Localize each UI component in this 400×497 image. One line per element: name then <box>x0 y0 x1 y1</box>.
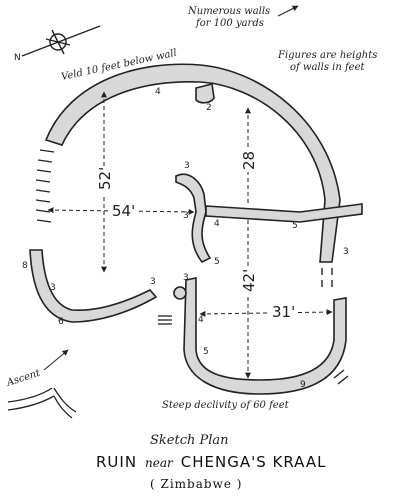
note-figures-1: Figures are heights <box>277 50 377 61</box>
dim-42-label: 42' <box>240 269 258 292</box>
height-low-9: 9 <box>300 380 306 390</box>
note-numerous-walls: Numerous walls <box>187 6 270 17</box>
height-mid-5: 5 <box>292 221 298 231</box>
bottom-right-dashes <box>333 369 349 385</box>
enclosure-stub <box>158 315 172 325</box>
dim-54-label: 54' <box>112 202 135 220</box>
enclosure-pillar <box>173 286 187 300</box>
height-left-3: 3 <box>50 283 56 293</box>
ascent-arrow <box>43 349 69 371</box>
title-main: RUIN near CHENGA'S KRAAL <box>96 453 326 471</box>
lower-enclosure <box>183 277 347 395</box>
height-inner-4: 4 <box>214 219 220 229</box>
height-left-8: 8 <box>22 261 28 271</box>
note-ascent: Ascent <box>5 367 43 389</box>
height-low-5: 5 <box>203 347 209 357</box>
compass-north-label: N <box>14 53 21 63</box>
broken-wall-section <box>35 149 55 223</box>
title-kraal: CHENGA'S KRAAL <box>181 453 327 471</box>
left-lower-wall <box>29 249 158 323</box>
outer-wall <box>44 63 341 263</box>
dim-28-label: 28 <box>240 151 258 170</box>
note-figures-2: of walls in feet <box>290 62 365 73</box>
title-ruin: RUIN <box>96 453 137 471</box>
height-inner-top: 3 <box>184 161 190 171</box>
height-inner-3b: 3 <box>183 211 189 221</box>
height-low-4: 4 <box>198 315 204 325</box>
tower-block <box>195 83 215 104</box>
height-left-3b: 3 <box>150 277 156 287</box>
title-zimbabwe: ( Zimbabwe ) <box>150 477 242 491</box>
note-arrow <box>277 5 299 17</box>
cross-wall <box>205 203 363 223</box>
height-top: 4 <box>155 87 161 97</box>
height-inner-5b: 5 <box>214 257 220 267</box>
right-wall-dashed-end <box>321 268 333 287</box>
ascent-path <box>7 387 77 419</box>
note-steep: Steep declivity of 60 feet <box>162 400 290 411</box>
dim-52-label: 52' <box>96 167 114 190</box>
height-left-6: 6 <box>58 317 64 327</box>
dim-31-label: 31' <box>272 303 295 321</box>
height-tower: 2 <box>206 103 212 113</box>
height-low-3: 3 <box>183 273 189 283</box>
note-for-yards: for 100 yards <box>195 18 264 29</box>
height-right-3: 3 <box>343 247 349 257</box>
compass-rose: N <box>14 25 101 63</box>
dim-line-31 <box>199 309 333 317</box>
inner-wall <box>175 173 212 264</box>
title-sketch-plan: Sketch Plan <box>150 433 229 448</box>
title-near: near <box>145 456 174 470</box>
